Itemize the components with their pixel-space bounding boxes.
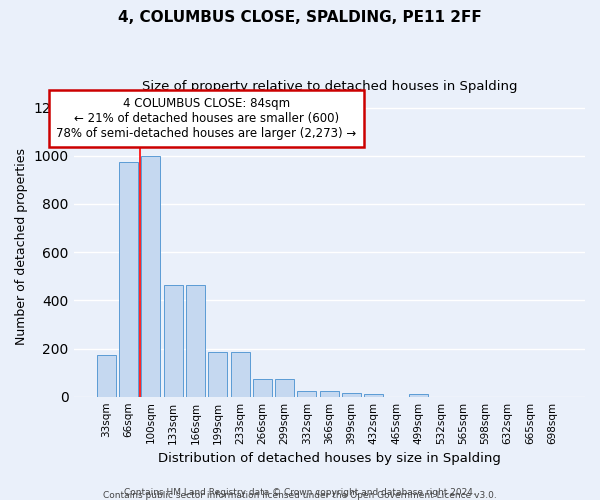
Bar (230, 352, 250, 397)
Bar (275, 378, 294, 396)
Bar (164, 284, 182, 397)
Y-axis label: Number of detached properties: Number of detached properties (15, 148, 28, 344)
X-axis label: Distribution of detached houses by size in Spalding: Distribution of detached houses by size … (158, 452, 501, 465)
Text: Contains HM Land Registry data © Crown copyright and database right 2024.: Contains HM Land Registry data © Crown c… (124, 488, 476, 497)
Bar (97, 354, 116, 397)
Bar (364, 394, 383, 396)
Bar (409, 394, 428, 396)
Text: 4 COLUMBUS CLOSE: 84sqm
← 21% of detached houses are smaller (600)
78% of semi-d: 4 COLUMBUS CLOSE: 84sqm ← 21% of detache… (56, 97, 357, 140)
Bar (320, 392, 339, 396)
Text: 4, COLUMBUS CLOSE, SPALDING, PE11 2FF: 4, COLUMBUS CLOSE, SPALDING, PE11 2FF (118, 10, 482, 25)
Bar (253, 378, 272, 396)
Bar (342, 393, 361, 396)
Bar (298, 392, 316, 396)
Bar (186, 284, 205, 397)
Text: Contains public sector information licensed under the Open Government Licence v3: Contains public sector information licen… (103, 491, 497, 500)
Bar (119, 162, 138, 396)
Title: Size of property relative to detached houses in Spalding: Size of property relative to detached ho… (142, 80, 517, 93)
Bar (142, 156, 160, 396)
Bar (208, 352, 227, 397)
